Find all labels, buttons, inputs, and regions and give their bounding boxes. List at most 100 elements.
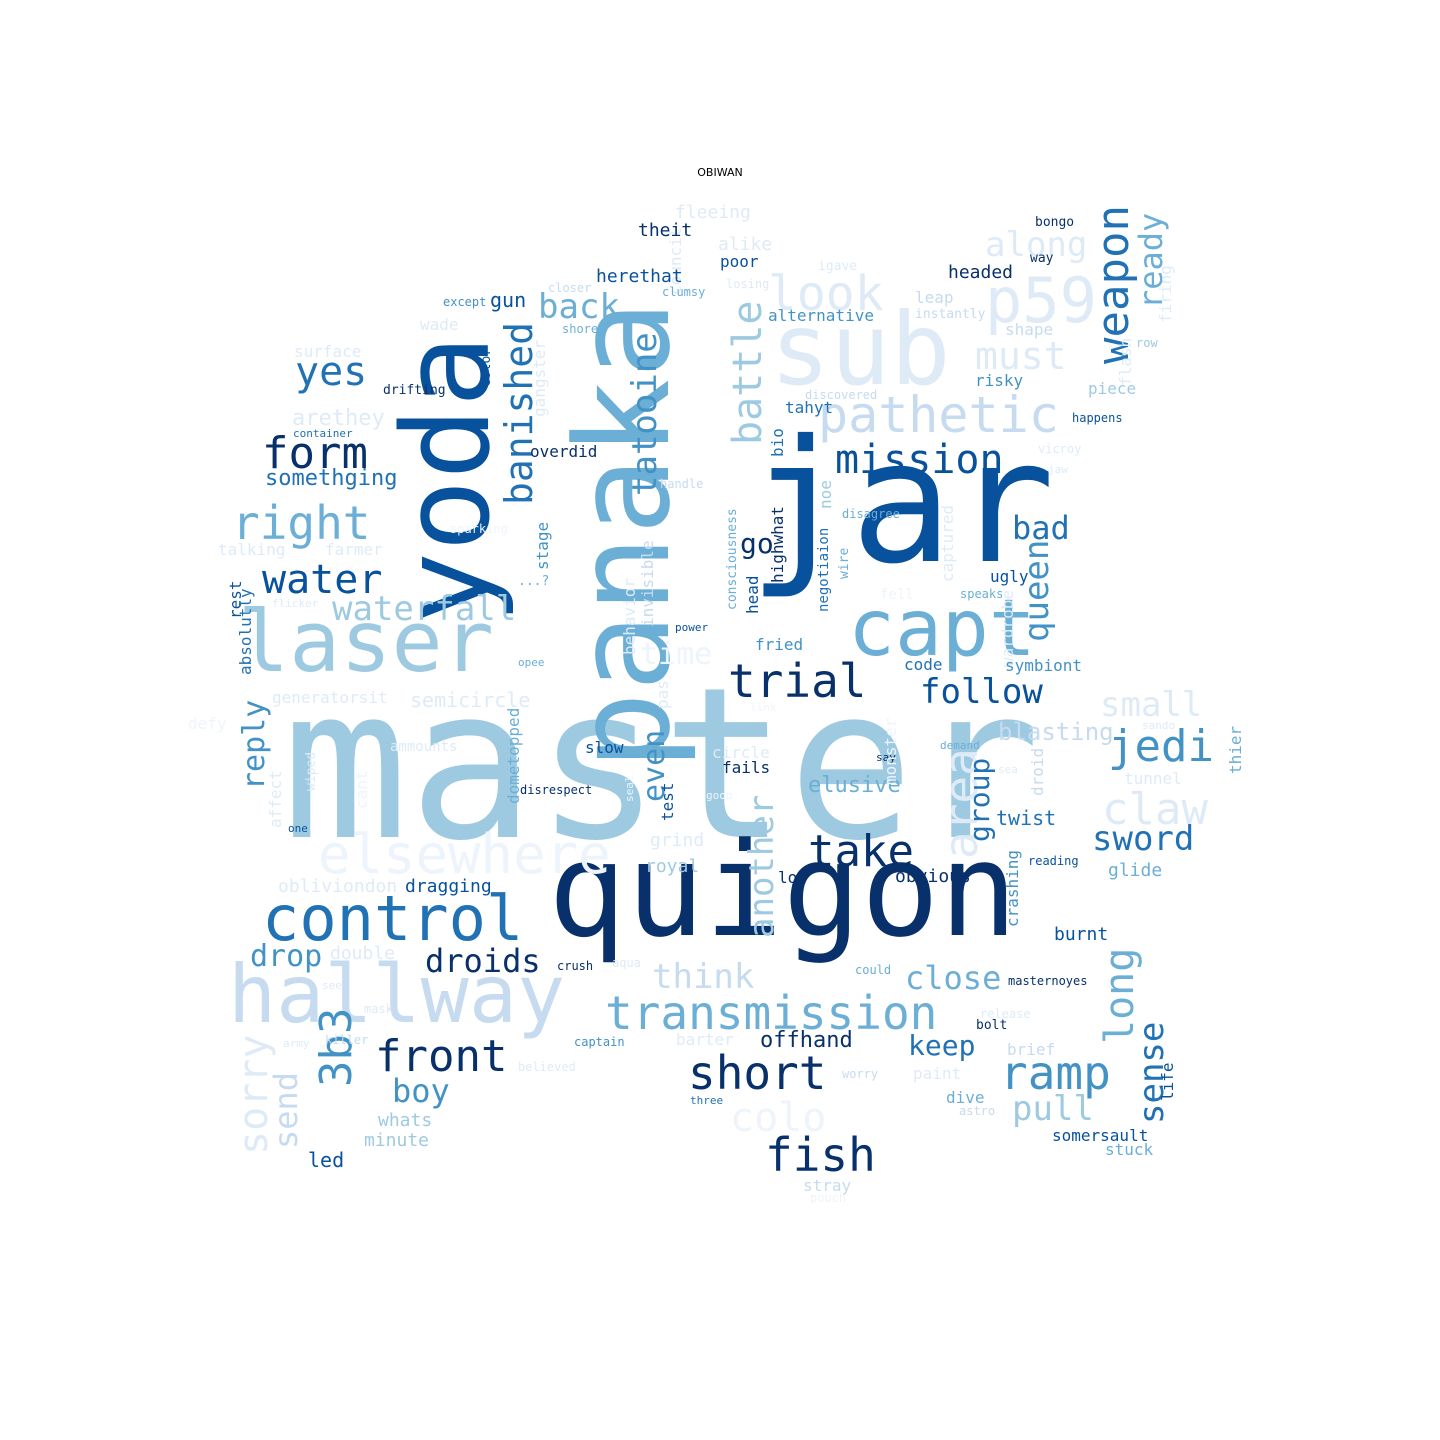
cloud-word: closer: [548, 281, 592, 295]
cloud-word: stuck: [1105, 1140, 1154, 1159]
cloud-word: generatorsit: [272, 688, 388, 707]
cloud-word: poor: [720, 252, 759, 271]
cloud-word: headed: [948, 262, 1014, 283]
cloud-word: container: [293, 427, 353, 440]
cloud-word: brief: [1007, 1040, 1056, 1059]
cloud-word: bolt: [976, 1018, 1008, 1033]
cloud-word: 3b3: [311, 1007, 362, 1087]
cloud-word: jedi: [1108, 721, 1214, 772]
cloud-word: sparking: [450, 522, 508, 536]
cloud-word: tunnel: [1124, 769, 1182, 788]
cloud-word: farmer: [325, 540, 383, 559]
cloud-word: bongo: [1035, 215, 1075, 230]
cloud-word: worry: [842, 1067, 879, 1081]
cloud-word: believed: [518, 1060, 576, 1074]
cloud-word: say: [876, 751, 896, 764]
wordcloud-title: OBIWAN: [697, 166, 743, 179]
cloud-word: trial: [728, 654, 867, 708]
cloud-word: life: [1158, 1062, 1177, 1101]
cloud-word: fails: [722, 758, 771, 777]
cloud-word: crush: [557, 959, 594, 973]
cloud-word: happens: [1072, 411, 1123, 425]
cloud-word: elsewhere: [318, 823, 611, 886]
cloud-word: time: [640, 637, 713, 672]
cloud-word: handle: [660, 477, 704, 491]
cloud-word: bad: [1012, 509, 1070, 547]
cloud-word: take: [808, 826, 914, 877]
cloud-word: test: [658, 782, 677, 821]
cloud-word: firing: [1156, 265, 1175, 323]
cloud-word: talking: [218, 540, 286, 559]
cloud-word: along: [985, 225, 1088, 265]
cloud-word: reading: [1028, 854, 1079, 868]
cloud-word: paint: [913, 1064, 962, 1083]
cloud-word: elusive: [808, 773, 901, 798]
cloud-word: ramp: [1000, 1046, 1111, 1100]
cloud-word: alike: [718, 234, 773, 255]
cloud-word: another: [742, 794, 782, 938]
cloud-word: drop: [250, 939, 323, 974]
cloud-word: way: [1030, 251, 1054, 266]
cloud-word: herethat: [596, 266, 683, 287]
cloud-word: gun: [490, 288, 527, 312]
cloud-word: thier: [1226, 725, 1245, 774]
cloud-word: mask: [364, 1002, 393, 1016]
cloud-word: front: [375, 1031, 508, 1082]
cloud-word: disrespect: [520, 783, 593, 797]
cloud-word: somethging: [265, 466, 398, 491]
cloud-word: color: [479, 347, 494, 387]
cloud-word: link: [750, 701, 777, 714]
cloud-word: wade: [420, 315, 459, 334]
cloud-word: stray: [803, 1176, 852, 1195]
cloud-word: killer: [325, 1033, 369, 1047]
cloud-word: master: [282, 642, 1041, 887]
cloud-word: royal: [645, 856, 700, 877]
cloud-word: fell: [880, 587, 914, 603]
cloud-word: stage: [533, 521, 552, 570]
cloud-word: army: [283, 1037, 310, 1050]
cloud-word: yes: [295, 349, 368, 395]
cloud-word: must: [975, 334, 1067, 378]
cloud-word: led: [308, 1148, 345, 1172]
cloud-word: behavior: [620, 577, 639, 655]
cloud-word: boy: [392, 1072, 450, 1110]
cloud-word: alternative: [768, 306, 874, 325]
cloud-word: power: [675, 621, 709, 634]
cloud-word: blasting: [998, 718, 1114, 746]
cloud-word: shape: [1005, 320, 1054, 339]
cloud-word: release: [980, 1007, 1031, 1021]
cloud-word: crashing: [1003, 849, 1022, 927]
cloud-word: overdid: [530, 442, 598, 461]
cloud-word: mission: [835, 437, 1004, 483]
cloud-word: glide: [1108, 860, 1163, 881]
cloud-word: close: [905, 959, 1002, 997]
cloud-word: dive: [946, 1088, 985, 1107]
cloud-word: losing: [726, 277, 770, 291]
cloud-word: monster: [881, 717, 900, 785]
cloud-word: igave: [818, 259, 858, 274]
cloud-word: except: [443, 295, 487, 309]
cloud-word: droid: [1028, 747, 1047, 796]
cloud-word: flicker: [272, 597, 319, 610]
cloud-word: captured: [938, 504, 957, 582]
cloud-word: look: [768, 266, 884, 322]
cloud-word: three: [690, 1094, 724, 1107]
cloud-word: follow: [920, 672, 1043, 712]
cloud-word: head: [743, 575, 762, 614]
cloud-word: jaw: [1048, 463, 1068, 476]
cloud-word: astro: [959, 1104, 996, 1118]
cloud-word: right: [232, 496, 371, 550]
cloud-word: circle: [712, 743, 770, 762]
cloud-word: surface: [294, 342, 362, 361]
cloud-word: sword: [1092, 819, 1195, 859]
cloud-word: symbiont: [1005, 656, 1083, 675]
cloud-word: capt: [848, 584, 1036, 674]
cloud-word: pull: [1012, 1089, 1094, 1129]
cloud-word: absolutly: [236, 588, 255, 675]
cloud-word: pouch: [810, 1191, 847, 1205]
cloud-word: burnt: [1054, 924, 1109, 945]
cloud-word: go: [740, 527, 774, 560]
cloud-word: row: [1136, 336, 1158, 350]
cloud-word: keep: [908, 1029, 976, 1062]
